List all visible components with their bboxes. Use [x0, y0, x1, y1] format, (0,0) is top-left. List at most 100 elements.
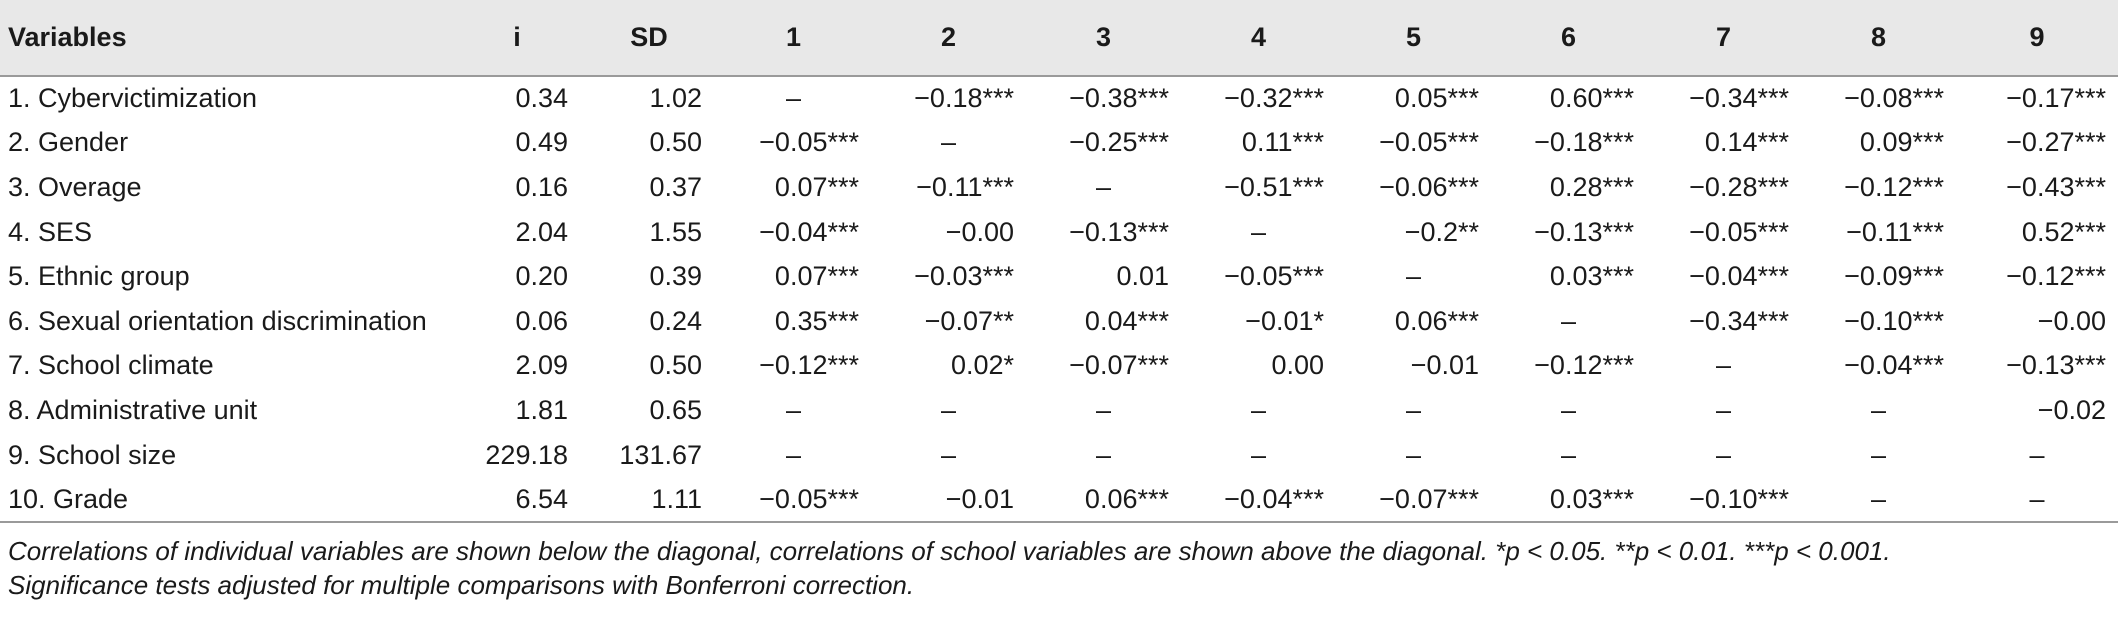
column-header: SD [582, 0, 716, 77]
column-header: 4 [1181, 0, 1336, 77]
correlation-cell: −0.13*** [2006, 350, 2106, 381]
footnote-line-1: Correlations of individual variables are… [8, 536, 1891, 566]
correlation-cell: −0.34*** [1689, 305, 1789, 336]
correlation-cell: – [1250, 439, 1267, 470]
mean-value: 2.09 [515, 350, 568, 381]
header-row: Variables i SD 1 2 3 4 5 6 7 8 9 [0, 0, 2118, 77]
correlation-cell: 0.35*** [774, 305, 859, 336]
sd-value: 131.67 [619, 439, 702, 470]
correlation-cell: −0.13*** [1069, 216, 1169, 247]
correlation-cell: −0.07*** [1069, 350, 1169, 381]
table-row: 2. Gender 0.49 0.50 −0.05*** – −0.25*** 0.11**… [0, 121, 2118, 166]
table-row: 7. School climate 2.09 0.50 −0.12*** 0.02* −0… [0, 344, 2118, 389]
correlation-cell: −0.43*** [2006, 171, 2106, 202]
column-header: 2 [871, 0, 1026, 77]
correlation-cell: −0.01* [1245, 305, 1324, 336]
correlation-cell: −0.28*** [1689, 171, 1789, 202]
sd-value: 0.24 [649, 305, 702, 336]
correlation-cell: – [1095, 171, 1112, 202]
correlation-cell: −0.12*** [1534, 350, 1634, 381]
correlation-cell: −0.32*** [1224, 83, 1324, 114]
correlation-cell: – [1560, 394, 1577, 425]
correlation-cell: – [1715, 350, 1732, 381]
table-row: 9. School size 229.18 131.67 – – – – – – – – – [0, 433, 2118, 478]
correlation-cell: – [1095, 394, 1112, 425]
variable-name: 5. Ethnic group [8, 261, 190, 292]
correlation-cell: −0.05*** [1689, 216, 1789, 247]
correlation-cell: −0.38*** [1069, 83, 1169, 114]
correlation-cell: 0.04*** [1084, 305, 1169, 336]
correlation-cell: – [785, 394, 802, 425]
sd-value: 0.37 [649, 171, 702, 202]
correlation-cell: −0.05*** [716, 477, 871, 523]
correlation-cell: 0.09*** [1859, 127, 1944, 158]
correlation-cell: −0.08*** [1844, 83, 1944, 114]
correlation-cell: −0.06*** [1379, 171, 1479, 202]
table-row: 10. Grade 6.54 1.11 −0.05*** −0.01 0.06*** −0.… [0, 477, 2118, 523]
correlation-table: Variables i SD 1 2 3 4 5 6 7 8 9 1. Cybervictimizat… [0, 0, 2118, 523]
correlation-cell: −0.01 [871, 477, 1026, 523]
footnote-line-2: Significance tests adjusted for multiple… [8, 570, 915, 600]
mean-value: 0.20 [515, 261, 568, 292]
correlation-cell: −0.00 [945, 216, 1014, 247]
correlation-cell: −0.04*** [1844, 350, 1944, 381]
mean-value: 1.81 [515, 394, 568, 425]
correlation-cell: – [1715, 394, 1732, 425]
correlation-cell: −0.2** [1404, 216, 1479, 247]
column-header: Variables [0, 0, 452, 77]
correlation-cell: −0.51*** [1224, 171, 1324, 202]
mean-value: 229.18 [485, 439, 568, 470]
variable-name: 8. Administrative unit [8, 394, 258, 425]
correlation-cell: 0.03*** [1549, 261, 1634, 292]
table-row: 3. Overage 0.16 0.37 0.07*** −0.11*** – −0.51*… [0, 165, 2118, 210]
correlation-cell: −0.09*** [1844, 261, 1944, 292]
table-body: 1. Cybervictimization 0.34 1.02 – −0.18*** −0… [0, 76, 2118, 523]
correlation-cell: −0.04*** [1181, 477, 1336, 523]
variable-name: 2. Gender [8, 127, 129, 158]
variable-name: 4. SES [8, 216, 93, 247]
column-header: 6 [1491, 0, 1646, 77]
sd-value: 1.02 [649, 83, 702, 114]
correlation-cell: – [1095, 439, 1112, 470]
correlation-cell: 0.60*** [1549, 83, 1634, 114]
correlation-cell: −0.13*** [1534, 216, 1634, 247]
correlation-cell: – [1956, 477, 2118, 523]
correlation-cell: −0.05*** [1224, 261, 1324, 292]
variable-name: 3. Overage [8, 171, 142, 202]
correlation-cell: – [1250, 216, 1267, 247]
correlation-cell: −0.25*** [1069, 127, 1169, 158]
mean-value: 0.49 [515, 127, 568, 158]
variable-name: 9. School size [8, 439, 177, 470]
correlation-cell: 0.52*** [2021, 216, 2106, 247]
variable-name: 6. Sexual orientation discrimination [8, 305, 427, 336]
correlation-cell: – [1870, 439, 1887, 470]
table-row: 8. Administrative unit 1.81 0.65 – – – – – – – – −0… [0, 388, 2118, 433]
variable-name: 1. Cybervictimization [8, 83, 258, 114]
column-header: 9 [1956, 0, 2118, 77]
variable-name: 7. School climate [8, 350, 214, 381]
column-header: 7 [1646, 0, 1801, 77]
correlation-cell: – [1715, 439, 1732, 470]
correlation-cell: −0.18*** [1534, 127, 1634, 158]
mean-value: 6.54 [452, 477, 582, 523]
correlation-cell: −0.17*** [2006, 83, 2106, 114]
correlation-cell: – [2029, 439, 2045, 470]
correlation-cell: – [940, 394, 957, 425]
correlation-cell: −0.05*** [759, 127, 859, 158]
variable-name: 10. Grade [0, 477, 452, 523]
correlation-cell: −0.07** [924, 305, 1014, 336]
correlation-cell: – [785, 83, 802, 114]
correlation-cell: −0.11*** [1846, 216, 1944, 247]
correlation-cell: – [1801, 477, 1956, 523]
correlation-cell: – [940, 127, 957, 158]
mean-value: 0.16 [515, 171, 568, 202]
correlation-cell: – [1405, 439, 1422, 470]
correlation-cell: −0.02 [2037, 394, 2106, 425]
correlation-cell: 0.28*** [1549, 171, 1634, 202]
table-footnote: Correlations of individual variables are… [8, 534, 2108, 602]
correlation-cell: 0.03*** [1491, 477, 1646, 523]
correlation-cell: −0.18*** [914, 83, 1014, 114]
sd-value: 1.55 [649, 216, 702, 247]
sd-value: 0.50 [649, 350, 702, 381]
